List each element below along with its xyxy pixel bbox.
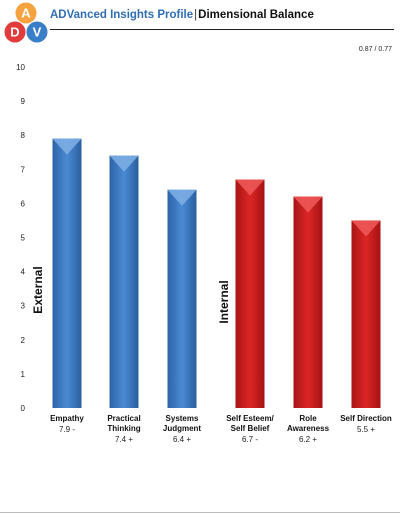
- y-tick-label: 0: [21, 404, 26, 413]
- logo-circle-d: [4, 21, 26, 43]
- score-label: 0.87 / 0.77: [358, 46, 392, 53]
- page-subtitle: Dimensional Balance: [198, 9, 314, 21]
- y-tick-label: 4: [21, 268, 26, 277]
- y-tick-label: 2: [21, 336, 26, 345]
- bar: [235, 179, 265, 408]
- category-label: Self Belief: [231, 424, 270, 433]
- category-label: Thinking: [107, 424, 140, 433]
- category-label: Self Direction: [340, 414, 392, 423]
- y-tick-label: 1: [21, 370, 26, 379]
- category-label: Judgment: [163, 424, 202, 433]
- logo-letter-d: D: [10, 25, 19, 40]
- y-tick-label: 10: [16, 63, 25, 72]
- category-label: Systems: [166, 414, 199, 423]
- brand-name: ADVanced Insights Profile: [50, 9, 194, 21]
- bar: [109, 155, 139, 408]
- title-separator: |: [194, 9, 198, 21]
- value-label: 5.5 +: [357, 425, 375, 434]
- bar: [167, 189, 197, 408]
- category-label: Awareness: [287, 424, 330, 433]
- value-label: 7.4 +: [115, 435, 133, 444]
- y-tick-label: 9: [21, 97, 26, 106]
- bar: [293, 196, 323, 408]
- value-label: 6.4 +: [173, 435, 191, 444]
- bar: [52, 138, 82, 409]
- y-tick-label: 6: [21, 199, 26, 208]
- bar-top-bevel: [167, 189, 197, 206]
- bar-top-bevel: [52, 138, 82, 155]
- bar-top-bevel: [351, 220, 381, 237]
- category-label: Role: [299, 414, 317, 423]
- logo-circle-v: [26, 21, 48, 43]
- bar: [351, 220, 381, 408]
- value-label: 6.2 +: [299, 435, 317, 444]
- bar-top-bevel: [109, 155, 139, 172]
- category-label: Self Esteem/: [226, 414, 274, 423]
- group-label-external: External: [31, 266, 45, 313]
- category-label: Empathy: [50, 414, 84, 423]
- bar-top-bevel: [293, 196, 323, 213]
- value-label: 7.9 -: [59, 425, 75, 434]
- logo-letter-a: A: [21, 6, 31, 21]
- header-rule: [50, 29, 394, 30]
- y-tick-label: 5: [21, 234, 26, 243]
- bar-top-bevel: [235, 179, 265, 196]
- category-label: Practical: [107, 414, 140, 423]
- group-label-internal: Internal: [217, 280, 231, 323]
- y-tick-label: 7: [21, 165, 26, 174]
- value-label: 6.7 -: [242, 435, 258, 444]
- adv-logo: A D V: [4, 2, 48, 43]
- y-tick-label: 3: [21, 302, 26, 311]
- logo-circle-a: [15, 2, 37, 24]
- page-title: ADVanced Insights Profile|Dimensional Ba…: [50, 9, 314, 21]
- y-tick-label: 8: [21, 131, 26, 140]
- footer-line: [0, 512, 400, 513]
- logo-letter-v: V: [33, 25, 42, 40]
